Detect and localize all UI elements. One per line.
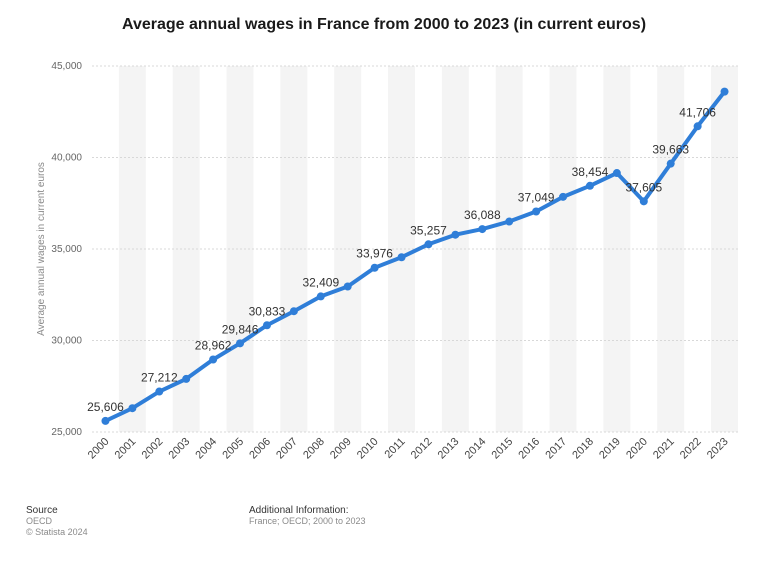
data-point (289, 307, 298, 316)
data-point (370, 263, 379, 272)
x-tick-label: 2017 (543, 436, 569, 462)
data-point (612, 169, 621, 178)
x-tick-label: 2022 (678, 436, 704, 462)
x-tick-label: 2023 (705, 436, 731, 462)
x-tick-label: 2020 (624, 436, 650, 462)
series-line (103, 89, 727, 423)
data-point (101, 416, 110, 425)
data-point (559, 192, 568, 201)
data-label: 32,409 (302, 275, 339, 289)
x-tick-label: 2012 (409, 436, 435, 462)
data-point (397, 253, 406, 262)
data-point (585, 181, 594, 190)
x-tick-label: 2009 (328, 436, 354, 462)
data-point (155, 387, 164, 396)
x-tick-label: 2014 (463, 436, 489, 462)
y-tick-label: 40,000 (51, 153, 82, 164)
x-tick-label: 2018 (570, 436, 596, 462)
x-tick-label: 2000 (86, 436, 112, 462)
data-label: 25,606 (87, 400, 124, 414)
additional-info-heading: Additional Information: (249, 505, 349, 516)
additional-info-text: France; OECD; 2000 to 2023 (249, 516, 366, 526)
data-point (451, 230, 460, 239)
data-point (343, 282, 352, 291)
x-tick-label: 2021 (651, 436, 677, 462)
data-label: 29,846 (222, 322, 259, 336)
data-point (720, 87, 729, 96)
data-label: 41,706 (679, 105, 716, 119)
x-tick-label: 2002 (140, 436, 166, 462)
x-tick-label: 2006 (247, 436, 273, 462)
y-tick-label: 45,000 (51, 61, 82, 72)
x-tick-label: 2003 (167, 436, 193, 462)
chart-title: Average annual wages in France from 2000… (121, 16, 647, 33)
data-point (182, 374, 191, 383)
x-tick-label: 2013 (436, 436, 462, 462)
additional-info-block: Additional Information: France; OECD; 20… (249, 505, 366, 527)
data-point (128, 404, 137, 413)
x-tick-label: 2019 (597, 436, 623, 462)
x-tick-label: 2016 (516, 436, 542, 462)
y-tick-label: 35,000 (51, 244, 82, 255)
data-label: 35,257 (410, 223, 447, 237)
source-name: OECD (26, 516, 53, 526)
data-point (532, 207, 541, 216)
data-label: 27,212 (141, 371, 178, 385)
x-tick-label: 2001 (113, 436, 139, 462)
data-label: 37,049 (518, 191, 555, 205)
data-point (262, 321, 271, 330)
data-label: 37,605 (625, 180, 662, 194)
data-label: 38,454 (572, 165, 609, 179)
y-tick-label: 25,000 (51, 427, 82, 438)
data-label: 28,962 (195, 338, 232, 352)
data-point (424, 240, 433, 249)
data-point (639, 197, 648, 206)
data-point (236, 339, 245, 348)
x-tick-label: 2015 (490, 436, 516, 462)
data-label: 36,088 (464, 208, 501, 222)
x-tick-label: 2005 (220, 436, 246, 462)
y-axis-label: Average annual wages in current euros (36, 162, 47, 336)
data-label: 30,833 (249, 304, 286, 318)
x-tick-label: 2010 (355, 436, 381, 462)
data-point (316, 292, 325, 301)
x-tick-label: 2011 (382, 436, 407, 461)
data-point (693, 122, 702, 131)
data-point (478, 225, 487, 234)
copyright: © Statista 2024 (26, 527, 88, 537)
data-point (666, 159, 675, 168)
x-tick-label: 2008 (301, 436, 327, 462)
data-point (209, 355, 218, 364)
x-tick-label: 2004 (193, 436, 219, 462)
y-tick-label: 30,000 (51, 336, 82, 347)
source-heading: Source (26, 505, 58, 516)
data-point (505, 217, 514, 226)
x-tick-label: 2007 (274, 436, 300, 462)
source-block: Source OECD © Statista 2024 (26, 505, 88, 538)
data-label: 33,976 (356, 247, 393, 261)
data-label: 39,663 (652, 143, 689, 157)
